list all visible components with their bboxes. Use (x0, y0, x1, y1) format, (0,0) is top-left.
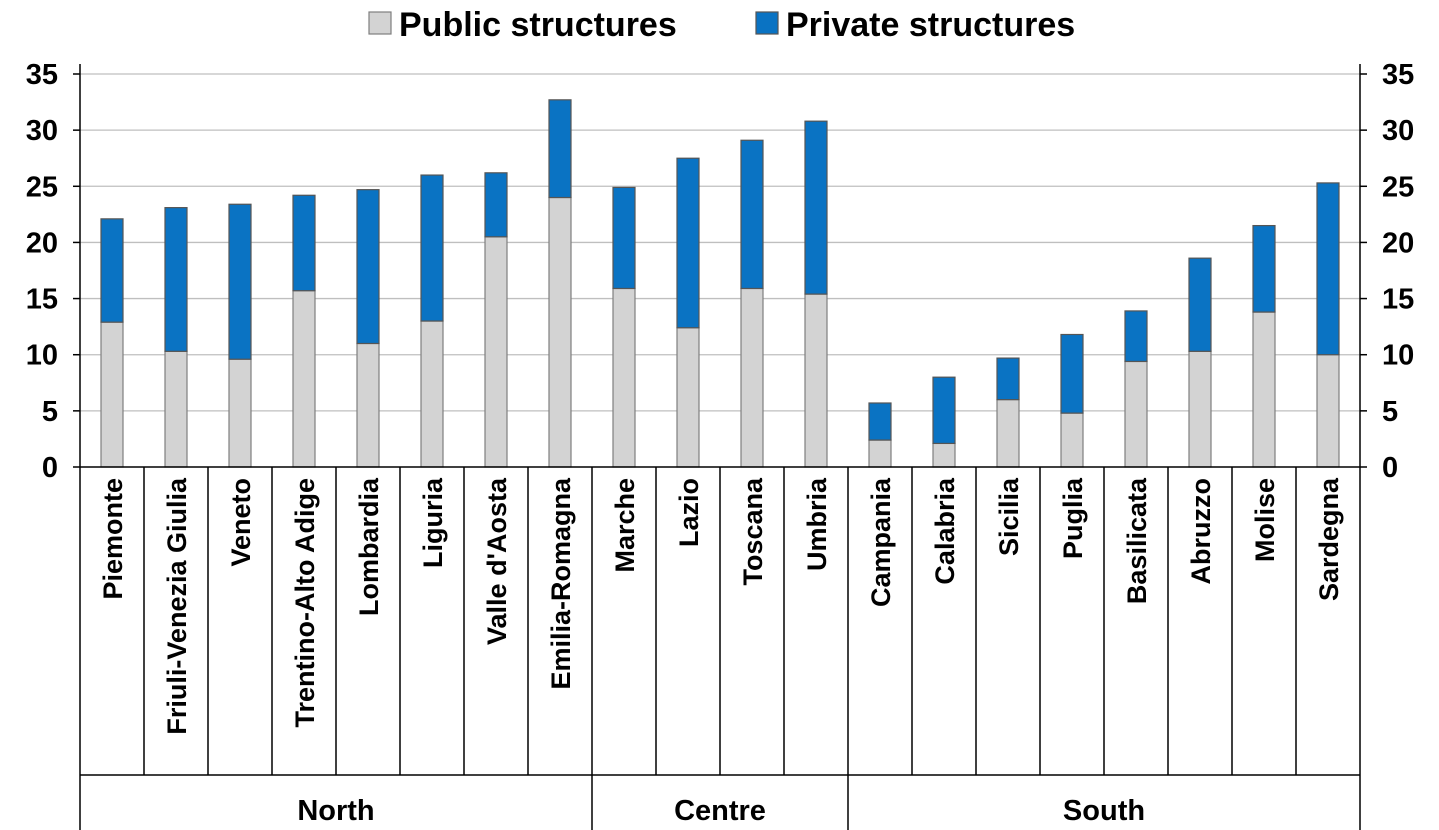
bar-private (100, 218, 124, 323)
category-label: Sardegna (1314, 477, 1344, 601)
y-tick-label-right: 25 (1382, 171, 1414, 203)
bar-public (164, 350, 188, 468)
y-tick-label-right: 0 (1382, 452, 1398, 484)
group-label: Centre (674, 795, 766, 827)
bar-private (1188, 257, 1212, 352)
bar-private (484, 172, 508, 238)
group-labels: North Centre South (297, 795, 1145, 827)
bar-private (164, 207, 188, 352)
bar-private (1124, 310, 1148, 363)
category-label: Molise (1250, 478, 1280, 562)
bars (100, 99, 1340, 468)
y-tick-label-left: 10 (26, 340, 58, 372)
category-label: Calabria (930, 477, 960, 585)
bar-public (228, 358, 252, 468)
category-label: Campania (866, 477, 896, 607)
bar-public (740, 287, 764, 468)
gridlines (80, 73, 1360, 412)
bar-private (740, 139, 764, 290)
y-tick-label-right: 20 (1382, 227, 1414, 259)
legend-label-private: Private structures (786, 6, 1075, 44)
bar-public (1316, 354, 1340, 468)
bar-private (292, 194, 316, 292)
bar-private (1060, 333, 1084, 414)
bar-private (996, 357, 1020, 401)
bar-private (612, 186, 636, 290)
bar-public (804, 293, 828, 468)
category-label: Piemonte (98, 478, 128, 600)
y-tick-label-left: 30 (26, 115, 58, 147)
axes (73, 64, 1367, 830)
category-label: Lazio (674, 478, 704, 547)
category-label: Friuli-Venezia Giulia (162, 477, 192, 735)
category-label: Puglia (1058, 477, 1088, 559)
category-label: Valle d'Aosta (482, 477, 512, 645)
category-label: Lombardia (354, 477, 384, 616)
y-axis-left-ticks: 0 5 10 15 20 25 30 35 (26, 59, 58, 484)
group-label: South (1063, 795, 1145, 827)
category-label: Marche (610, 478, 640, 573)
bar-public (932, 442, 956, 468)
bar-public (548, 196, 572, 468)
legend-swatch-private (755, 11, 779, 35)
category-label: Sicilia (994, 477, 1024, 556)
legend: Public structures Private structures (368, 6, 1075, 44)
bar-public (484, 236, 508, 468)
y-tick-label-left: 25 (26, 171, 58, 203)
y-tick-label-right: 10 (1382, 340, 1414, 372)
y-tick-label-left: 0 (42, 452, 58, 484)
bar-public (676, 327, 700, 468)
bar-public (1252, 311, 1276, 468)
bar-public (868, 439, 892, 468)
category-label: Umbria (802, 477, 832, 571)
y-axis-right-ticks: 0 5 10 15 20 25 30 35 (1382, 59, 1414, 484)
bar-private (868, 402, 892, 441)
y-tick-label-right: 30 (1382, 115, 1414, 147)
category-label: Emilia-Romagna (546, 477, 576, 690)
bar-public (996, 399, 1020, 468)
legend-label-public: Public structures (399, 6, 677, 44)
bar-private (228, 203, 252, 360)
category-label: Veneto (226, 478, 256, 567)
bar-public (1188, 350, 1212, 468)
y-tick-label-right: 15 (1382, 284, 1414, 316)
category-label: Liguria (418, 477, 448, 568)
bar-private (932, 376, 956, 445)
bar-public (612, 287, 636, 468)
bar-public (420, 320, 444, 468)
bar-private (1316, 182, 1340, 356)
category-label: Abruzzo (1186, 478, 1216, 584)
bar-private (548, 99, 572, 199)
y-tick-label-right: 5 (1382, 396, 1398, 428)
bar-public (292, 290, 316, 468)
y-tick-label-left: 15 (26, 284, 58, 316)
category-labels: Piemonte Friuli-Venezia Giulia Veneto Trent… (98, 477, 1344, 735)
bar-private (676, 157, 700, 329)
bar-public (100, 321, 124, 468)
bar-public (356, 342, 380, 468)
y-tick-label-left: 20 (26, 227, 58, 259)
group-label: North (297, 795, 374, 827)
bar-private (1252, 224, 1276, 313)
category-label: Basilicata (1122, 477, 1152, 604)
legend-swatch-public (368, 11, 392, 35)
bar-public (1124, 360, 1148, 468)
category-label: Trentino-Alto Adige (290, 478, 320, 727)
bar-public (1060, 412, 1084, 468)
bar-private (804, 120, 828, 295)
bar-private (420, 174, 444, 322)
y-tick-label-left: 35 (26, 59, 58, 91)
y-tick-label-right: 35 (1382, 59, 1414, 91)
category-label: Toscana (738, 477, 768, 586)
y-tick-label-left: 5 (42, 396, 58, 428)
bar-private (356, 189, 380, 345)
